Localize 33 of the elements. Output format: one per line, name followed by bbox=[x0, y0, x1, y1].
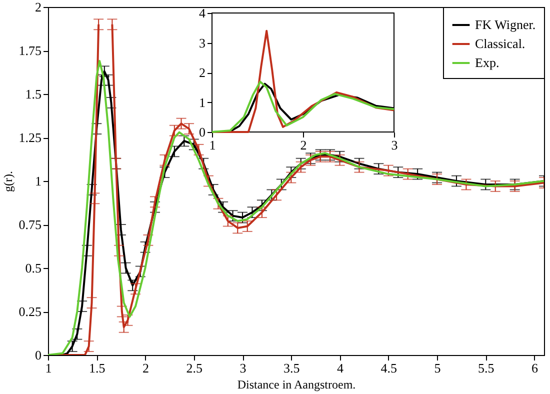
x-tick-label: 2 bbox=[300, 138, 307, 152]
x-tick-label: 2 bbox=[142, 360, 150, 376]
x-tick-label: 4.5 bbox=[380, 360, 398, 376]
x-tick-label: 5.5 bbox=[478, 360, 494, 376]
x-tick-label: 3.5 bbox=[284, 360, 300, 376]
legend-label: Classical. bbox=[475, 36, 526, 51]
y-tick-label: 0 bbox=[35, 348, 42, 362]
x-tick-label: 3 bbox=[391, 138, 398, 152]
y-tick-label: 0.75 bbox=[18, 217, 42, 232]
y-tick-label: 2 bbox=[199, 65, 206, 80]
y-tick-label: 0 bbox=[199, 124, 206, 140]
y-tick-label: 1.75 bbox=[18, 43, 42, 58]
y-tick-label: 1.5 bbox=[25, 86, 42, 102]
x-tick-label: 3 bbox=[240, 360, 246, 376]
legend-label: Exp. bbox=[475, 55, 500, 70]
y-tick-label: 1 bbox=[199, 94, 206, 110]
y-tick-label: 2 bbox=[35, 0, 42, 14]
y-tick-label: 0.5 bbox=[25, 260, 42, 276]
y-tick-label: 0.25 bbox=[18, 304, 42, 319]
x-tick-label: 1.5 bbox=[89, 360, 106, 376]
x-tick-label: 5 bbox=[434, 360, 441, 376]
y-tick-label: 4 bbox=[199, 6, 206, 20]
x-tick-label: 6 bbox=[532, 360, 539, 376]
y-axis-title: g(r). bbox=[0, 171, 15, 192]
x-axis-title: Distance in Aangstroem. bbox=[237, 378, 356, 392]
legend-label: FK Wigner. bbox=[475, 17, 536, 32]
x-tick-label: 4 bbox=[337, 360, 344, 376]
x-tick-label: 1 bbox=[209, 138, 216, 152]
x-tick-label: 1 bbox=[45, 360, 52, 376]
y-tick-label: 1 bbox=[35, 174, 42, 188]
y-tick-label: 3 bbox=[199, 35, 206, 50]
y-tick-label: 1.25 bbox=[18, 130, 42, 145]
x-tick-label: 2.5 bbox=[186, 360, 203, 376]
